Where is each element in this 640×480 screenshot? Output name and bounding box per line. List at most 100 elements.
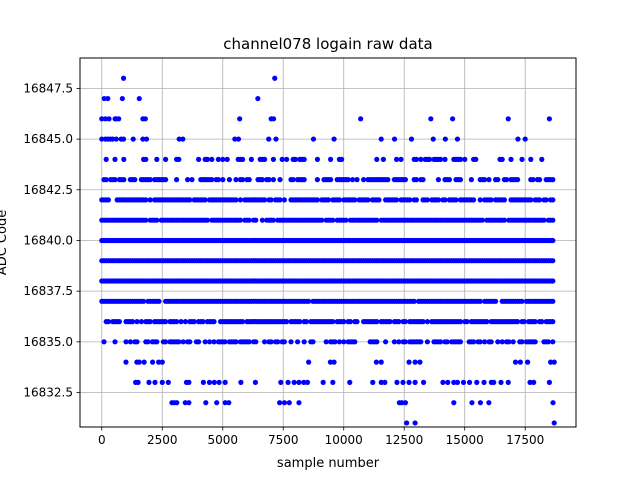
- y-tick-label: 16832.5: [23, 386, 73, 400]
- data-point: [530, 177, 536, 183]
- data-point: [327, 359, 334, 365]
- data-point: [468, 177, 474, 183]
- data-point: [286, 400, 292, 406]
- data-point: [149, 359, 156, 365]
- data-point: [182, 400, 188, 406]
- data-point: [486, 400, 492, 406]
- data-point: [255, 95, 261, 102]
- data-point: [457, 177, 463, 183]
- data-point: [306, 298, 312, 304]
- data-point: [180, 136, 186, 142]
- data-point: [336, 339, 342, 345]
- data-point: [147, 319, 153, 325]
- data-point: [450, 116, 456, 122]
- data-point: [209, 156, 215, 162]
- data-point: [246, 177, 252, 183]
- data-point: [424, 197, 430, 203]
- data-point: [268, 197, 274, 203]
- data-point: [154, 217, 160, 223]
- data-point: [406, 359, 412, 365]
- data-point: [417, 359, 423, 365]
- data-point: [328, 156, 334, 162]
- data-point: [268, 339, 274, 345]
- data-point: [510, 339, 516, 345]
- data-point: [479, 217, 485, 223]
- data-point: [412, 379, 418, 385]
- data-point: [399, 400, 405, 406]
- data-point: [420, 319, 426, 325]
- data-point: [519, 339, 525, 345]
- data-point: [512, 359, 519, 365]
- data-point: [266, 177, 272, 183]
- data-point: [400, 379, 406, 385]
- data-point: [285, 379, 291, 385]
- data-point: [310, 136, 317, 142]
- data-point: [442, 136, 448, 142]
- data-points: [99, 75, 557, 426]
- data-point: [543, 197, 549, 203]
- data-point: [237, 217, 243, 223]
- x-axis-label: sample number: [277, 456, 380, 471]
- data-point: [253, 217, 259, 223]
- data-point: [550, 217, 556, 223]
- data-point: [398, 156, 404, 162]
- data-point: [130, 136, 136, 142]
- data-point: [113, 136, 119, 142]
- data-point: [358, 116, 364, 122]
- data-point: [460, 379, 467, 385]
- data-point: [396, 319, 402, 325]
- data-point: [499, 339, 505, 345]
- data-point: [185, 177, 191, 183]
- data-point: [314, 177, 320, 183]
- data-point: [551, 420, 557, 426]
- data-point: [406, 379, 412, 385]
- data-point: [314, 156, 320, 162]
- data-point: [259, 177, 265, 183]
- data-point: [413, 156, 419, 162]
- data-point: [252, 379, 259, 385]
- x-tick-label: 12500: [385, 433, 423, 447]
- data-point: [350, 177, 356, 183]
- data-point: [159, 359, 165, 365]
- data-point: [525, 359, 531, 365]
- data-point: [284, 156, 290, 162]
- y-axis-label: ADC Code: [0, 210, 10, 275]
- data-point: [296, 400, 302, 406]
- data-point: [301, 339, 307, 345]
- data-point: [537, 197, 543, 203]
- data-point: [146, 379, 152, 385]
- data-point: [140, 136, 146, 142]
- data-point: [402, 339, 408, 345]
- data-point: [537, 177, 543, 183]
- data-point: [222, 400, 228, 406]
- data-point: [132, 177, 138, 183]
- data-point: [215, 156, 221, 162]
- data-point: [464, 319, 470, 325]
- data-point: [156, 298, 162, 304]
- data-point: [200, 379, 206, 385]
- data-point: [528, 197, 534, 203]
- data-point: [216, 379, 222, 385]
- data-point: [99, 136, 105, 142]
- data-point: [202, 197, 208, 203]
- data-point: [116, 319, 122, 325]
- data-point: [233, 177, 239, 183]
- data-point: [387, 319, 393, 325]
- data-point: [226, 400, 232, 406]
- data-point: [361, 177, 367, 183]
- data-point: [412, 359, 418, 365]
- y-tick-label: 16847.5: [23, 81, 73, 95]
- data-point: [310, 339, 316, 345]
- data-point: [471, 339, 477, 345]
- data-point: [402, 319, 408, 325]
- data-point: [428, 116, 434, 122]
- axis-ticks: 0 2500 5000 7500 10000 12500 15000 17500 16832.5…: [23, 81, 544, 447]
- data-point: [143, 197, 149, 203]
- data-point: [547, 359, 554, 365]
- data-point: [551, 359, 557, 365]
- data-point: [248, 156, 254, 162]
- data-point: [123, 359, 129, 365]
- data-point: [105, 197, 111, 203]
- x-tick-label: 15000: [446, 433, 484, 447]
- data-point: [430, 136, 436, 142]
